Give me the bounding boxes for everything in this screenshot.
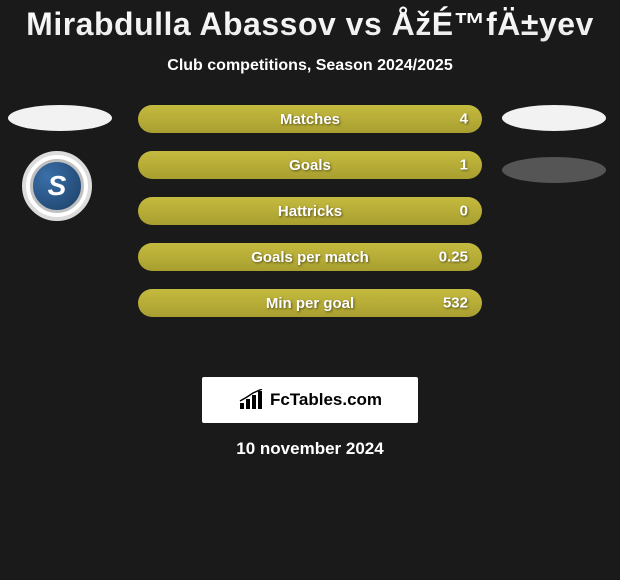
stat-bar-matches: Matches 4: [138, 105, 482, 133]
stat-value: 0.25: [439, 249, 468, 266]
club-badge: S: [22, 151, 92, 221]
stat-value: 4: [460, 111, 468, 128]
stat-bars: Matches 4 Goals 1 Hattricks 0 Goals per …: [138, 105, 482, 317]
club-badge-letter: S: [30, 159, 84, 213]
stats-area: S Matches 4 Goals 1 Hattricks 0 Goals pe…: [0, 105, 620, 365]
right-column: [502, 105, 612, 183]
stat-label: Min per goal: [266, 295, 354, 312]
right-player-marker-2: [502, 157, 606, 183]
left-player-marker: [8, 105, 112, 131]
stat-bar-goals: Goals 1: [138, 151, 482, 179]
chart-icon: [238, 389, 264, 411]
brand-text: FcTables.com: [270, 390, 382, 410]
stat-value: 1: [460, 157, 468, 174]
stat-label: Matches: [280, 111, 340, 128]
stat-label: Goals: [289, 157, 331, 174]
brand-card: FcTables.com: [202, 377, 418, 423]
date-text: 10 november 2024: [0, 439, 620, 459]
stat-bar-min-per-goal: Min per goal 532: [138, 289, 482, 317]
left-column: S: [8, 105, 118, 221]
stat-label: Hattricks: [278, 203, 342, 220]
stat-bar-hattricks: Hattricks 0: [138, 197, 482, 225]
subtitle: Club competitions, Season 2024/2025: [0, 57, 620, 75]
page-title: Mirabdulla Abassov vs ÅžÉ™fÄ±yev: [0, 6, 620, 43]
stat-value: 532: [443, 295, 468, 312]
right-player-marker-1: [502, 105, 606, 131]
stat-bar-goals-per-match: Goals per match 0.25: [138, 243, 482, 271]
stat-label: Goals per match: [251, 249, 369, 266]
stat-value: 0: [460, 203, 468, 220]
comparison-card: Mirabdulla Abassov vs ÅžÉ™fÄ±yev Club co…: [0, 0, 620, 459]
